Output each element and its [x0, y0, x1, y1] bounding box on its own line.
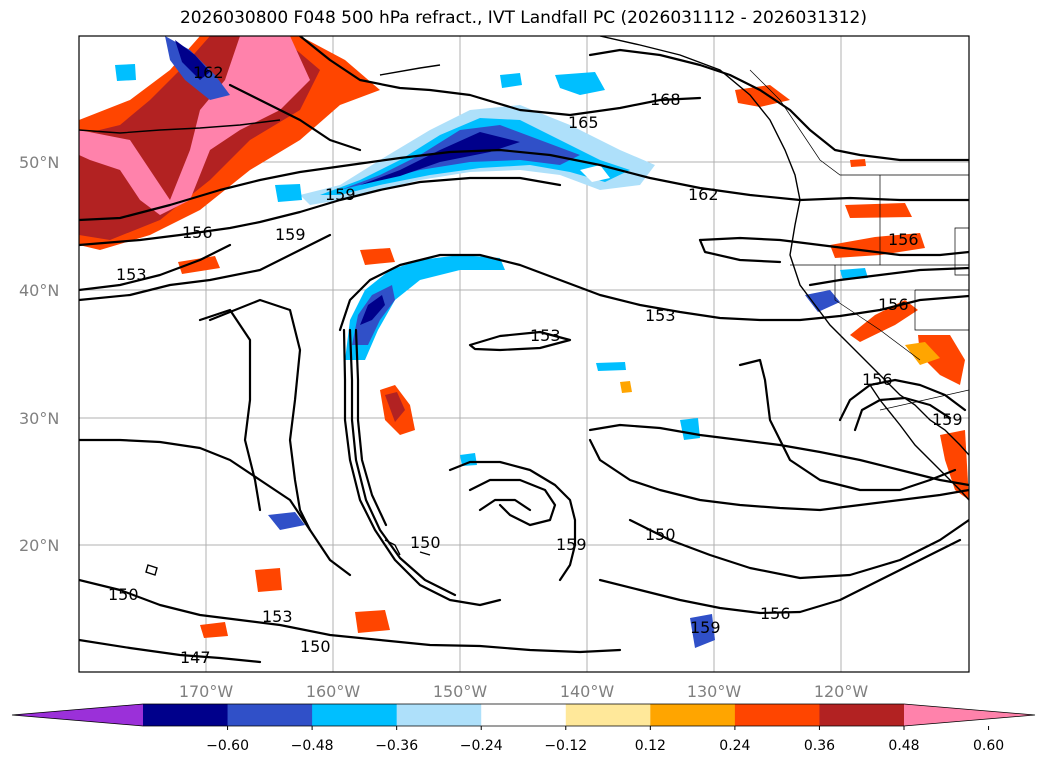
negative-anomaly-trough	[345, 255, 505, 360]
colorbar-segment	[312, 704, 398, 726]
contour-label: 147	[180, 648, 211, 667]
contour-label: 156	[862, 370, 893, 389]
longitude-labels: 170°W 160°W 150°W 140°W 130°W 120°W	[179, 682, 869, 701]
lat-label: 30°N	[19, 409, 59, 428]
lon-label: 140°W	[560, 682, 615, 701]
lat-label: 50°N	[19, 153, 59, 172]
colorbar-segment	[396, 704, 482, 726]
colorbar: −0.60 −0.48 −0.36 −0.24 −0.12 0.12 0.24 0.36 0.4…	[11, 703, 1036, 754]
political-borders	[749, 69, 969, 411]
colorbar-extend-high	[904, 704, 1035, 726]
colorbar-tick-label: 0.36	[804, 738, 835, 754]
negative-anomaly-band	[300, 105, 655, 205]
colorbar-tick-label: −0.36	[375, 738, 418, 754]
contour-label: 159	[275, 225, 306, 244]
map-title: 2026030800 F048 500 hPa refract., IVT La…	[179, 8, 867, 28]
colorbar-segment	[650, 704, 736, 726]
lat-label: 40°N	[19, 281, 59, 300]
colorbar-extend-low	[12, 704, 143, 726]
lon-label: 120°W	[814, 682, 869, 701]
colorbar-segment	[819, 704, 905, 726]
contour-label: 153	[530, 326, 561, 345]
contour-label: 156	[182, 223, 213, 242]
colorbar-segment	[734, 704, 820, 726]
colorbar-tick-label: −0.60	[206, 738, 249, 754]
contour-label: 162	[688, 185, 719, 204]
lon-label: 150°W	[433, 682, 488, 701]
lon-label: 160°W	[306, 682, 361, 701]
contour-label: 153	[262, 607, 293, 626]
colorbar-segment	[143, 704, 229, 726]
lon-label: 130°W	[687, 682, 742, 701]
colorbar-segment	[481, 704, 567, 726]
lat-label: 20°N	[19, 536, 59, 555]
map-frame	[78, 35, 970, 673]
contour-label: 159	[690, 618, 721, 637]
colorbar-tick-label: −0.48	[291, 738, 334, 754]
contour-label: 156	[760, 604, 791, 623]
contour-label: 156	[888, 230, 919, 249]
lon-label: 170°W	[179, 682, 234, 701]
map-content: 162 165 168 159 162 159 156 153 153 153 …	[79, 36, 969, 672]
contour-label: 159	[932, 410, 963, 429]
contour-label: 162	[193, 63, 224, 82]
contour-label: 165	[568, 113, 599, 132]
scattered-anomaly-features	[115, 64, 969, 648]
contour-labels: 162 165 168 159 162 159 156 153 153 153 …	[108, 63, 963, 667]
contour-label: 168	[650, 90, 681, 109]
colorbar-tick-label: 0.60	[973, 738, 1004, 754]
colorbar-tick-label: −0.12	[544, 738, 587, 754]
contour-label: 153	[645, 306, 676, 325]
contour-label: 159	[556, 535, 587, 554]
height-contours	[79, 36, 969, 664]
contour-label: 153	[116, 265, 147, 284]
contour-label: 150	[108, 585, 139, 604]
colorbar-tick-label: −0.24	[460, 738, 503, 754]
colorbar-tick-label: 0.24	[719, 738, 750, 754]
latitude-labels: 50°N 40°N 30°N 20°N	[19, 153, 59, 555]
colorbar-tick-label: 0.48	[888, 738, 919, 754]
positive-anomaly-nw	[79, 36, 380, 250]
contour-label: 150	[645, 525, 676, 544]
colorbar-outline	[11, 703, 1036, 727]
contour-label: 150	[410, 533, 441, 552]
contour-label: 159	[325, 185, 356, 204]
colorbar-segment	[565, 704, 651, 726]
colorbar-segment	[227, 704, 313, 726]
contour-label: 156	[878, 295, 909, 314]
colorbar-tick-label: 0.12	[635, 738, 666, 754]
contour-label: 150	[300, 637, 331, 656]
